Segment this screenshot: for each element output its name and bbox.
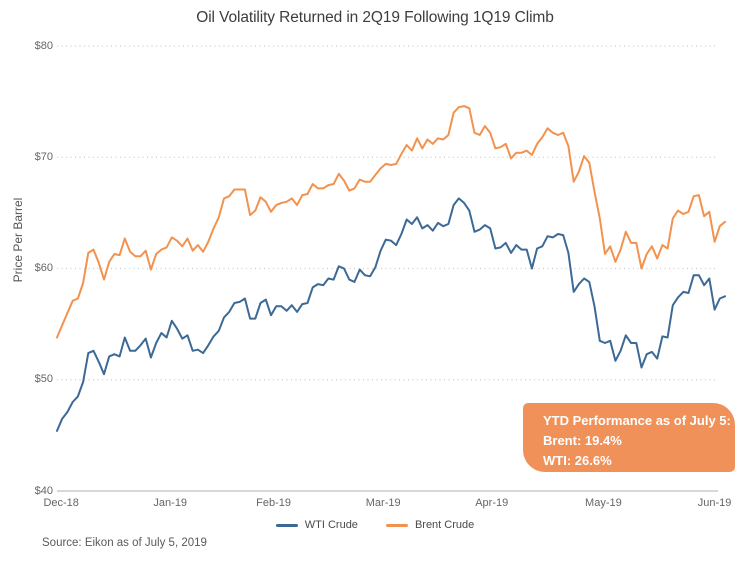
- legend-item-wti: WTI Crude: [275, 519, 358, 531]
- callout-line-3: WTI: 26.6%: [543, 453, 612, 468]
- ytd-performance-callout: YTD Performance as of July 5: Brent: 19.…: [523, 403, 735, 472]
- chart-title: Oil Volatility Returned in 2Q19 Followin…: [196, 9, 554, 26]
- x-tick-label: Feb-19: [256, 497, 292, 509]
- source-note: Source: Eikon as of July 5, 2019: [42, 537, 207, 549]
- x-tick-label: Mar-19: [365, 497, 401, 509]
- x-tick-label: May-19: [585, 497, 622, 509]
- y-tick-label: $50: [34, 373, 53, 386]
- x-tick-label: Dec-18: [43, 497, 79, 509]
- wti-line: [56, 197, 726, 432]
- callout-line-1: YTD Performance as of July 5:: [543, 413, 731, 428]
- legend-item-brent: Brent Crude: [385, 519, 475, 531]
- wti-line-swatch: [275, 523, 298, 527]
- x-tick-label: Jan-19: [153, 497, 188, 509]
- x-tick-label: Apr-19: [475, 497, 509, 509]
- y-tick-label: $40: [34, 484, 53, 497]
- callout-line-2: Brent: 19.4%: [543, 433, 622, 448]
- x-tick-label: Jun-19: [697, 497, 732, 509]
- legend-label-brent: Brent Crude: [414, 519, 475, 531]
- brent-line-swatch: [385, 523, 408, 527]
- y-tick-label: $70: [34, 150, 53, 163]
- legend-label-wti: WTI Crude: [304, 519, 358, 531]
- legend: WTI Crude Brent Crude: [0, 519, 750, 531]
- y-tick-label: $60: [34, 262, 53, 274]
- brent-line: [56, 105, 726, 339]
- y-tick-label: $80: [34, 39, 53, 52]
